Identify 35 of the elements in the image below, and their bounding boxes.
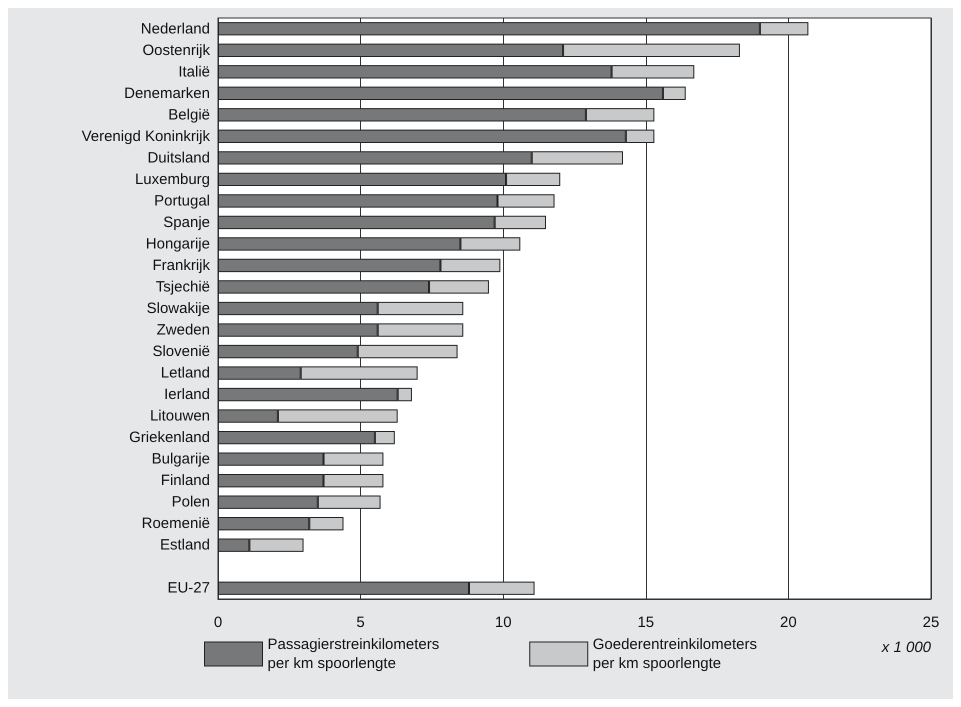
y-tick-label: Roemenië — [142, 515, 210, 532]
y-tick-label: België — [168, 106, 210, 124]
text: x 1 000 — [880, 639, 932, 656]
y-tick-label: Litouwen — [150, 408, 210, 425]
y-tick-label: Polen — [172, 494, 210, 511]
y-tick-label: Oostenrijk — [142, 42, 210, 59]
y-tick-label: Hongarije — [146, 235, 210, 252]
y-tick-label: Slovenië — [152, 343, 210, 360]
y-tick-label: Ierland — [164, 386, 210, 404]
x-tick-label: 20 — [780, 614, 797, 631]
y-tick-label: Slowakije — [146, 300, 210, 317]
legend-label: Passagierstreinkilometers per km spoorlengte — [268, 636, 440, 672]
y-tick-label: Frankrijk — [152, 256, 210, 274]
y-tick-label: Nederland — [140, 20, 210, 38]
x-tick-label: 0 — [214, 614, 222, 631]
x-tick-label: 25 — [922, 614, 940, 631]
y-tick-label: Duitsland — [147, 149, 210, 166]
y-tick-label: Verenigd Koninkrijk — [82, 128, 210, 145]
y-tick-label: Tsjechië — [156, 278, 210, 296]
y-tick-label: Bulgarije — [152, 450, 210, 468]
y-tick-label: Finland — [160, 472, 210, 490]
y-tick-label: Estland — [160, 536, 210, 554]
legend-label: Goederentreinkilometers per km spoorlengte — [592, 636, 757, 672]
y-tick-label: EU-27 — [167, 580, 210, 597]
x-tick-label: 5 — [356, 614, 365, 631]
y-tick-label: Spanje — [163, 214, 210, 231]
x-tick-label: 15 — [637, 614, 654, 631]
x-tick-label: 10 — [494, 614, 512, 631]
y-tick-label: Portugal — [154, 192, 210, 210]
y-tick-label: Griekenland — [129, 429, 210, 446]
y-tick-label: Italië — [178, 63, 210, 80]
y-tick-label: Denemarken — [124, 84, 210, 102]
y-tick-label: Letland — [160, 364, 210, 382]
y-tick-label: Zweden — [156, 322, 210, 339]
y-tick-label: Luxemburg — [134, 170, 210, 188]
